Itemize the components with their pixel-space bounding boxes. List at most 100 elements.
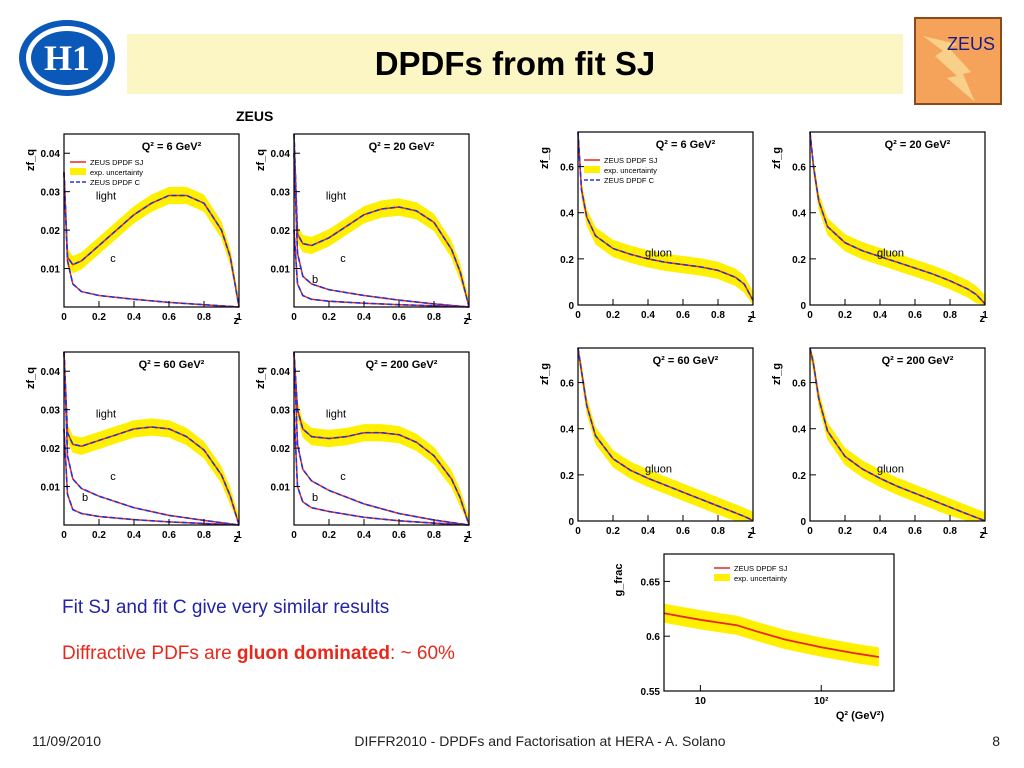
y-tick-label: 0.03 bbox=[41, 406, 61, 417]
y-tick-label: 0.6 bbox=[560, 379, 574, 390]
x-axis-label: z bbox=[464, 533, 470, 545]
x-tick-label: 0.8 bbox=[197, 312, 211, 323]
y-tick-label: 0.04 bbox=[41, 367, 61, 378]
x-axis-label: z bbox=[464, 315, 470, 327]
light-curve-label: light bbox=[96, 409, 116, 421]
y-tick-label: 0.03 bbox=[271, 406, 291, 417]
y-axis-label: zf_q bbox=[255, 149, 267, 171]
chart-svg: gluon 0 0.2 0.4 0.6 0.8 1 0 0.2 0.4 0.6 z zf_g Q² = 2… bbox=[771, 347, 988, 541]
plot-gluon-q60: gluon 0 0.2 0.4 0.6 0.8 1 0 0.2 0.4 0.6 z zf_g Q² = 6… bbox=[538, 334, 762, 541]
legend-entry: exp. uncertainty bbox=[734, 574, 787, 583]
x-tick-label: 1 bbox=[982, 310, 988, 321]
y-tick-label: 0.4 bbox=[560, 209, 574, 220]
c-curve-label: c bbox=[340, 253, 346, 265]
plot-frame bbox=[809, 347, 986, 522]
light-sj-curve bbox=[293, 133, 470, 308]
plot-quark-q6: light c 0 0.2 0.4 0.6 0.8 1 0.01 0.02 0.03 0.04 z zf_… bbox=[24, 120, 248, 327]
x-tick-label: 0.2 bbox=[838, 310, 852, 321]
x-tick-label: 1 bbox=[750, 526, 756, 537]
x-tick-label: 0 bbox=[61, 312, 67, 323]
y-tick-label: 0.03 bbox=[41, 188, 61, 199]
y-tick-label: 0.65 bbox=[641, 577, 661, 588]
b-c-curve bbox=[63, 428, 240, 526]
x-axis-label: z bbox=[748, 529, 754, 541]
x-tick-label: 0.8 bbox=[427, 312, 441, 323]
y-tick-label: 0.4 bbox=[560, 425, 574, 436]
x-tick-label: 0.8 bbox=[711, 526, 725, 537]
c-c-curve bbox=[63, 172, 240, 308]
x-tick-label: 0.4 bbox=[357, 312, 371, 323]
gluon-curve-label: gluon bbox=[877, 248, 904, 260]
plot-frame bbox=[577, 347, 754, 522]
y-tick-label: 0 bbox=[800, 301, 806, 312]
chart-svg: light c 0 0.2 0.4 0.6 0.8 1 0.01 0.02 0.03 0.04 z zf_… bbox=[25, 133, 242, 327]
x-tick-label: 0.6 bbox=[676, 310, 690, 321]
b-curve-label: b bbox=[312, 492, 318, 504]
panel-title: Q² = 200 GeV² bbox=[366, 359, 438, 371]
x-tick-label: 0.6 bbox=[392, 312, 406, 323]
legend-entry: ZEUS DPDF SJ bbox=[604, 156, 658, 165]
svg-text:H1: H1 bbox=[44, 38, 90, 78]
y-tick-label: 0.4 bbox=[792, 425, 806, 436]
x-tick-label: 0.8 bbox=[943, 310, 957, 321]
x-tick-label: 0.6 bbox=[162, 312, 176, 323]
y-tick-label: 0.01 bbox=[271, 483, 291, 494]
gluon-curve-label: gluon bbox=[645, 464, 672, 476]
y-tick-label: 0.01 bbox=[271, 265, 291, 276]
y-tick-label: 0.02 bbox=[271, 226, 291, 237]
gluon-c-curve bbox=[577, 347, 754, 522]
y-tick-label: 0.4 bbox=[792, 209, 806, 220]
legend-entry: ZEUS DPDF SJ bbox=[90, 158, 144, 167]
x-tick-label: 1 bbox=[466, 312, 472, 323]
y-axis-label: zf_q bbox=[25, 367, 37, 389]
x-tick-label: 0.4 bbox=[127, 530, 141, 541]
c-curve-label: c bbox=[110, 253, 116, 265]
legend-entry: ZEUS DPDF SJ bbox=[734, 564, 788, 573]
ZEUS DPDF SJ-sj-curve bbox=[663, 612, 880, 658]
legend-entry: ZEUS DPDF C bbox=[90, 178, 141, 187]
y-tick-label: 0.6 bbox=[792, 379, 806, 390]
x-tick-label: 0 bbox=[291, 312, 297, 323]
x-axis-label: Q² (GeV²) bbox=[836, 710, 885, 722]
panel-title: Q² = 20 GeV² bbox=[885, 139, 951, 151]
plot-frame bbox=[809, 131, 986, 306]
x-tick-label: 10² bbox=[814, 696, 829, 707]
x-tick-label: 10 bbox=[695, 696, 707, 707]
chart-svg: light c b 0 0.2 0.4 0.6 0.8 1 0.01 0.02 0.03 0.04 z zf… bbox=[25, 351, 242, 545]
quark-figure-header: ZEUS bbox=[236, 108, 274, 124]
c-sj-curve bbox=[63, 351, 240, 526]
b-curve-label: b bbox=[312, 274, 318, 286]
plot-frame bbox=[663, 553, 895, 692]
x-tick-label: 0.4 bbox=[641, 310, 655, 321]
y-tick-label: 0.03 bbox=[271, 188, 291, 199]
plot-quark-q60: light c b 0 0.2 0.4 0.6 0.8 1 0.01 0.02 0.03 0.04 z zf… bbox=[24, 338, 248, 545]
c-curve-label: c bbox=[110, 471, 116, 483]
legend-swatch-band bbox=[714, 574, 730, 581]
plot-gluon-q20: gluon 0 0.2 0.4 0.6 0.8 1 0 0.2 0.4 0.6 z zf_g Q² = 2… bbox=[770, 118, 994, 325]
footer-center: DIFFR2010 - DPDFs and Factorisation at H… bbox=[354, 733, 726, 749]
x-axis-label: z bbox=[980, 529, 986, 541]
c-c-curve bbox=[293, 153, 470, 308]
light-uncertainty-band bbox=[64, 352, 239, 525]
x-tick-label: 0 bbox=[575, 310, 581, 321]
bullet-similar-results: Fit SJ and fit C give very similar resul… bbox=[62, 597, 390, 618]
light-c-curve bbox=[63, 351, 240, 526]
y-tick-label: 0.01 bbox=[41, 483, 61, 494]
x-tick-label: 0.4 bbox=[357, 530, 371, 541]
gluon-uncertainty-band bbox=[578, 348, 753, 521]
bullet-prefix: Diffractive PDFs are bbox=[62, 643, 237, 664]
x-tick-label: 0.2 bbox=[92, 530, 106, 541]
gluon-c-curve bbox=[809, 131, 986, 305]
x-axis-label: z bbox=[748, 313, 754, 325]
y-axis-label: g_frac bbox=[613, 563, 625, 596]
legend-entry: exp. uncertainty bbox=[604, 166, 657, 175]
x-axis-label: z bbox=[234, 533, 240, 545]
y-tick-label: 0.04 bbox=[271, 367, 291, 378]
y-axis-label: zf_g bbox=[539, 147, 551, 169]
x-tick-label: 0.6 bbox=[908, 310, 922, 321]
x-tick-label: 0.2 bbox=[92, 312, 106, 323]
y-tick-label: 0.2 bbox=[792, 255, 806, 266]
panel-title: Q² = 200 GeV² bbox=[882, 355, 954, 367]
legend-swatch-band bbox=[70, 168, 86, 175]
panel-title: Q² = 20 GeV² bbox=[369, 141, 435, 153]
